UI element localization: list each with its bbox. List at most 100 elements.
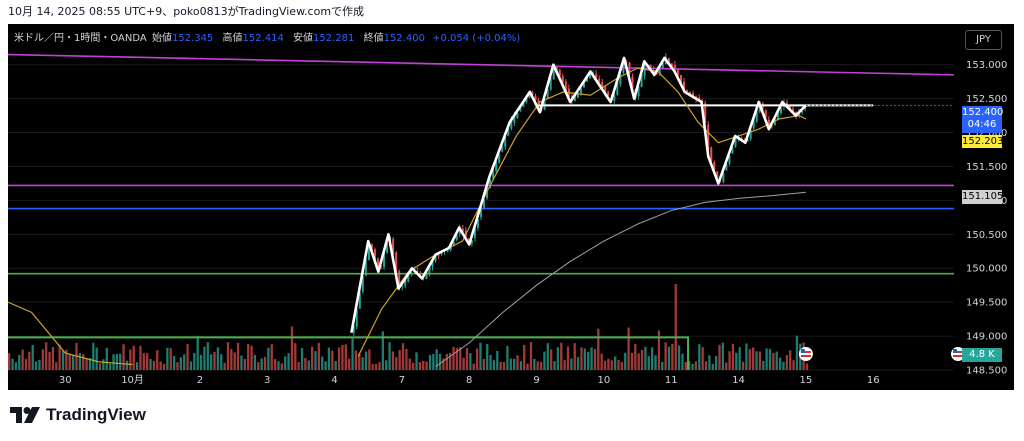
price-tick-label: 148.500 xyxy=(966,366,1007,377)
candle-body xyxy=(404,279,407,286)
volume-bar xyxy=(529,342,533,370)
volume-bar xyxy=(223,362,226,370)
volume-bar xyxy=(610,360,613,370)
volume-bar xyxy=(603,360,607,370)
high-value: 152.414 xyxy=(242,33,284,44)
candle-body xyxy=(392,238,395,255)
candle-body xyxy=(682,81,685,90)
volume-bar xyxy=(196,335,199,370)
volume-bar xyxy=(209,354,213,370)
time-tick-label: 2 xyxy=(197,375,203,386)
volume-bar xyxy=(486,344,489,370)
volume-bar xyxy=(351,338,354,370)
candle-body xyxy=(358,292,361,309)
volume-bar xyxy=(455,347,459,370)
volume-bar xyxy=(18,354,21,370)
candle-body xyxy=(595,74,598,78)
volume-bar xyxy=(536,361,539,370)
candle-body xyxy=(355,309,358,327)
candle-body xyxy=(434,255,437,261)
volume-bar xyxy=(516,355,519,370)
time-tick-label: 3 xyxy=(264,375,270,386)
open-label: 始値 xyxy=(151,33,172,44)
volume-bar xyxy=(189,361,193,370)
candle-body xyxy=(364,259,367,276)
candle-body xyxy=(731,147,734,154)
candle-body xyxy=(655,73,658,75)
volume-zone-line xyxy=(8,336,690,370)
volume-bar xyxy=(449,353,452,370)
volume-bar xyxy=(112,354,115,370)
volume-bar xyxy=(597,328,600,370)
volume-bar xyxy=(496,351,499,370)
volume-bar xyxy=(469,353,472,370)
volume-bar xyxy=(512,358,516,370)
candle-body xyxy=(698,97,701,101)
flag-stripe xyxy=(953,355,963,357)
candle-body xyxy=(531,92,534,95)
volume-bar xyxy=(738,347,741,370)
candle-body xyxy=(604,86,607,94)
currency-button[interactable]: JPY xyxy=(965,30,1002,50)
time-tick-label: 4 xyxy=(331,375,337,386)
volume-bar xyxy=(119,353,122,370)
candle-body xyxy=(598,78,601,83)
candle-body xyxy=(401,285,404,287)
time-tick-label: 15 xyxy=(800,375,813,386)
volume-bar xyxy=(762,360,765,370)
volume-bar xyxy=(267,347,270,370)
chart-panel[interactable]: 153.000152.500152.000151.500151.000150.5… xyxy=(8,24,1014,390)
close-value: 152.400 xyxy=(383,33,425,44)
candle-body xyxy=(373,249,376,260)
volume-bar xyxy=(785,355,788,370)
volume-bar xyxy=(280,363,283,370)
volume-bar xyxy=(627,327,630,370)
candle-body xyxy=(428,265,431,274)
volume-bar xyxy=(65,349,68,370)
volume-bar xyxy=(789,350,792,370)
volume-bar xyxy=(253,354,257,370)
candle-body xyxy=(473,227,476,238)
symbol-info-bar: 米ドル／円・1時間・OANDA 始値152.345 高値152.414 安値15… xyxy=(14,29,520,44)
candle-body xyxy=(507,128,510,136)
volume-bar xyxy=(102,359,105,370)
flag-stripe xyxy=(800,351,811,353)
volume-bar xyxy=(667,346,671,370)
volume-bar xyxy=(287,353,290,370)
candle-body xyxy=(561,76,564,83)
volume-bar xyxy=(600,353,603,370)
candle-body xyxy=(746,139,749,142)
volume-bar xyxy=(681,353,684,370)
candle-body xyxy=(498,154,501,163)
volume-bar xyxy=(250,345,253,370)
candle-body xyxy=(573,96,576,102)
volume-bar xyxy=(526,363,529,370)
price-chart[interactable]: 153.000152.500152.000151.500151.000150.5… xyxy=(8,24,1014,390)
volume-bar xyxy=(654,355,657,370)
volume-bar xyxy=(152,360,156,370)
volume-bar xyxy=(354,350,358,370)
price-tick-label: 149.500 xyxy=(966,298,1007,309)
volume-bar xyxy=(358,353,361,370)
volume-bar xyxy=(374,363,378,370)
volume-bar xyxy=(324,361,327,370)
current-price-tag: 152.400 04:46 xyxy=(962,106,1003,133)
volume-bar xyxy=(607,358,610,370)
candle-body xyxy=(425,271,428,280)
volume-bar xyxy=(129,349,132,370)
candle-body xyxy=(467,238,470,241)
volume-bar xyxy=(176,362,179,370)
volume-bar xyxy=(98,363,102,370)
volume-bar xyxy=(523,344,526,370)
candle-body xyxy=(640,74,643,87)
volume-bar xyxy=(186,344,189,370)
bar-countdown: 04:46 xyxy=(967,119,997,130)
volume-bar xyxy=(637,353,640,370)
volume-bar xyxy=(674,284,677,370)
volume-bar xyxy=(741,361,745,370)
time-tick-label: 11 xyxy=(665,375,678,386)
ma-short-price-tag: 152.203 xyxy=(962,135,1004,148)
candle-body xyxy=(455,235,458,240)
volume-bar xyxy=(644,346,647,370)
volume-bar xyxy=(41,349,44,370)
